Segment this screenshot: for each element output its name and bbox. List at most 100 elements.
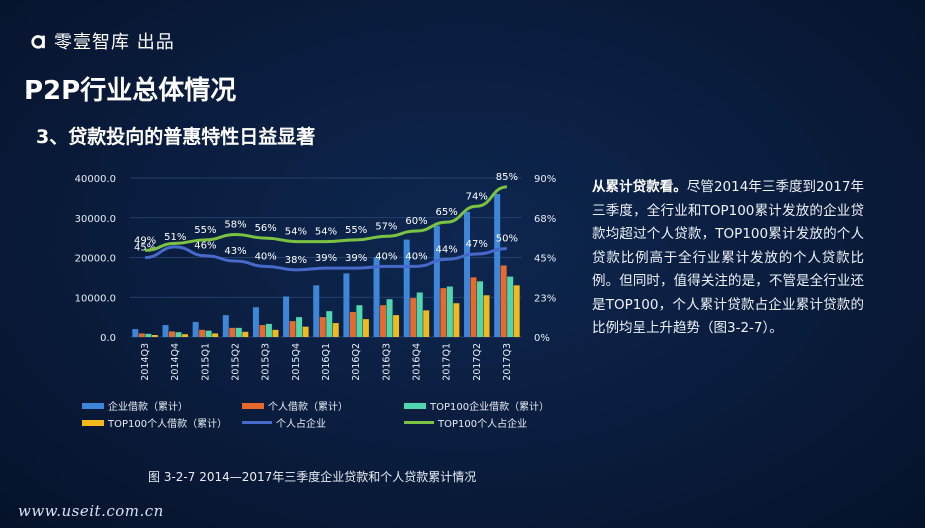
x-tick-label: 2015Q2 [231, 343, 242, 381]
x-tick-label: 2015Q4 [291, 343, 302, 381]
legend-swatch [404, 421, 434, 424]
data-label: 74% [466, 191, 488, 202]
data-label: 43% [224, 246, 246, 257]
data-label: 58% [224, 220, 246, 231]
legend-label: TOP100个人占企业 [438, 419, 528, 430]
series-line-personal [144, 245, 507, 272]
bar [222, 315, 229, 337]
bar [283, 296, 290, 337]
bar [192, 321, 199, 337]
y2-tick-label: 90% [534, 174, 556, 185]
side-paragraph-lead: 从累计贷款看。 [592, 179, 687, 195]
data-label: 40% [405, 251, 427, 262]
x-tick-label: 2014Q4 [170, 343, 181, 381]
bar [464, 211, 471, 337]
data-label: 40% [375, 251, 397, 262]
data-label: 54% [315, 227, 337, 238]
bar [513, 285, 520, 337]
data-label: 55% [194, 225, 216, 236]
bar [272, 329, 279, 337]
data-label: 65% [435, 207, 457, 218]
x-tick-label: 2016Q2 [351, 343, 362, 381]
data-label: 56% [255, 223, 277, 234]
legend-swatch [242, 421, 272, 424]
bar [289, 321, 296, 337]
bar [302, 326, 309, 337]
legend-swatch [82, 402, 104, 409]
legend-swatch [404, 402, 426, 409]
x-tick-label: 2017Q3 [502, 343, 513, 381]
page-subtitle: 3、贷款投向的普惠特性日益显著 [36, 126, 316, 148]
bar [175, 332, 182, 337]
bar [212, 333, 219, 337]
legend-label: TOP100个人借款（累计） [108, 419, 228, 430]
bar [205, 330, 212, 337]
bar [356, 305, 363, 337]
data-label: 47% [466, 239, 488, 250]
y-tick-label: 30000.0 [75, 214, 116, 225]
legend-item: 企业借款（累计） [82, 398, 188, 413]
bar [386, 299, 393, 337]
bar [296, 317, 303, 337]
legend-label: 企业借款（累计） [108, 402, 188, 413]
bar [393, 315, 400, 337]
brand-logo: 零壹智库 出品 [30, 28, 175, 54]
bar [380, 305, 387, 337]
alpha-logo-icon [31, 35, 45, 49]
legend-item: 个人借款（累计） [242, 398, 348, 413]
legend-label: TOP100企业借款（累计） [430, 402, 550, 413]
x-tick-label: 2017Q2 [472, 343, 483, 381]
bar [313, 285, 320, 337]
bar [483, 295, 490, 337]
bar [410, 298, 417, 337]
bar [259, 325, 266, 337]
data-label: 46% [194, 241, 216, 252]
legend-label: 个人占企业 [276, 419, 326, 430]
bar [416, 292, 423, 337]
side-paragraph-body: 尽管2014年三季度到2017年三季度，全行业和TOP100累计发放的企业贷款均… [592, 179, 864, 336]
y-tick-label: 0.0 [100, 333, 116, 344]
bar [265, 323, 272, 337]
page-title: P2P行业总体情况 [24, 76, 237, 106]
legend-swatch [242, 402, 264, 409]
data-label: 38% [285, 255, 307, 266]
legend-item: TOP100个人占企业 [404, 415, 527, 430]
legend-item: TOP100个人借款（累计） [82, 415, 227, 430]
bar [132, 329, 139, 337]
x-tick-label: 2016Q4 [411, 343, 422, 381]
x-tick-label: 2015Q1 [200, 343, 211, 381]
bar [252, 307, 259, 337]
bar [138, 333, 145, 337]
series-line-top100 [145, 185, 508, 252]
bar [453, 303, 460, 337]
data-label: 54% [285, 227, 307, 238]
bar [423, 310, 430, 337]
legend-swatch [82, 419, 104, 426]
data-label: 85% [496, 172, 518, 183]
data-label: 55% [345, 225, 367, 236]
bar [229, 327, 236, 337]
x-tick-label: 2015Q3 [261, 343, 272, 381]
bar [362, 319, 369, 337]
bar [446, 286, 453, 337]
legend-item: TOP100企业借款（累计） [404, 398, 549, 413]
data-label: 44% [435, 244, 457, 255]
data-label: 60% [405, 216, 427, 227]
x-tick-label: 2016Q3 [381, 343, 392, 381]
legend-item: 个人占企业 [242, 415, 326, 430]
data-label: 57% [375, 221, 397, 232]
figure-caption: 图 3-2-7 2014—2017年三季度企业贷款和个人贷款累计情况 [148, 470, 477, 484]
bar [433, 225, 440, 337]
data-label: 40% [255, 251, 277, 262]
bar [145, 333, 152, 337]
side-paragraph: 从累计贷款看。尽管2014年三季度到2017年三季度，全行业和TOP100累计发… [592, 176, 864, 341]
y2-tick-label: 23% [534, 293, 556, 304]
bar [403, 239, 410, 337]
x-tick-label: 2016Q1 [321, 343, 332, 381]
bar [242, 331, 249, 337]
y2-tick-label: 45% [534, 254, 556, 265]
y2-tick-label: 68% [534, 214, 556, 225]
data-label: 45% [134, 243, 156, 254]
bar [168, 331, 175, 337]
